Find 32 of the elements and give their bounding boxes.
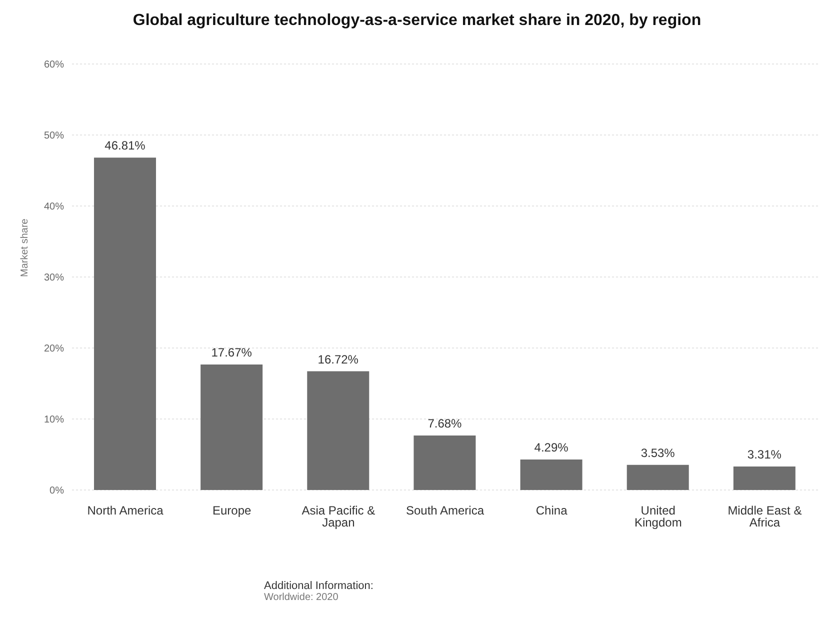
y-tick-label: 60% bbox=[44, 60, 64, 71]
y-tick-label: 40% bbox=[44, 202, 64, 213]
bar bbox=[307, 371, 370, 490]
y-tick-label: 50% bbox=[44, 130, 64, 142]
data-label: 16.72% bbox=[318, 352, 359, 366]
x-tick-label: Middle East & Africa bbox=[728, 504, 802, 530]
text: Additional Information: bbox=[264, 580, 374, 592]
x-tick-label: North America bbox=[87, 504, 164, 518]
chart-title: Global agriculture technology-as-a-service market share in 2020, by region bbox=[132, 12, 702, 31]
bar bbox=[200, 364, 263, 490]
bar bbox=[733, 466, 796, 490]
bar bbox=[520, 460, 582, 490]
data-label: 3.53% bbox=[640, 446, 676, 460]
data-label: 3.31% bbox=[747, 448, 782, 462]
y-tick-label: 30% bbox=[44, 272, 64, 284]
y-tick-label: 10% bbox=[44, 414, 64, 426]
x-tick-label: Europe bbox=[212, 504, 252, 518]
y-axis-title: Market share bbox=[20, 218, 31, 277]
data-label: 4.29% bbox=[534, 440, 569, 455]
x-tick-label: South America bbox=[406, 504, 484, 518]
y-tick-label: 20% bbox=[44, 344, 64, 355]
bar bbox=[626, 464, 689, 490]
data-label: 17.67% bbox=[211, 346, 252, 360]
x-tick-label: United Kingdom bbox=[634, 504, 682, 530]
text: Worldwide: 2020 bbox=[264, 592, 340, 603]
bar bbox=[94, 158, 156, 490]
bar bbox=[414, 435, 476, 490]
x-tick-label: China bbox=[536, 504, 568, 518]
x-tick-label: Asia Pacific & Japan bbox=[302, 504, 376, 530]
data-label: 7.68% bbox=[428, 416, 462, 430]
y-tick-label: 0% bbox=[50, 486, 64, 497]
data-label: 46.81% bbox=[104, 138, 146, 153]
